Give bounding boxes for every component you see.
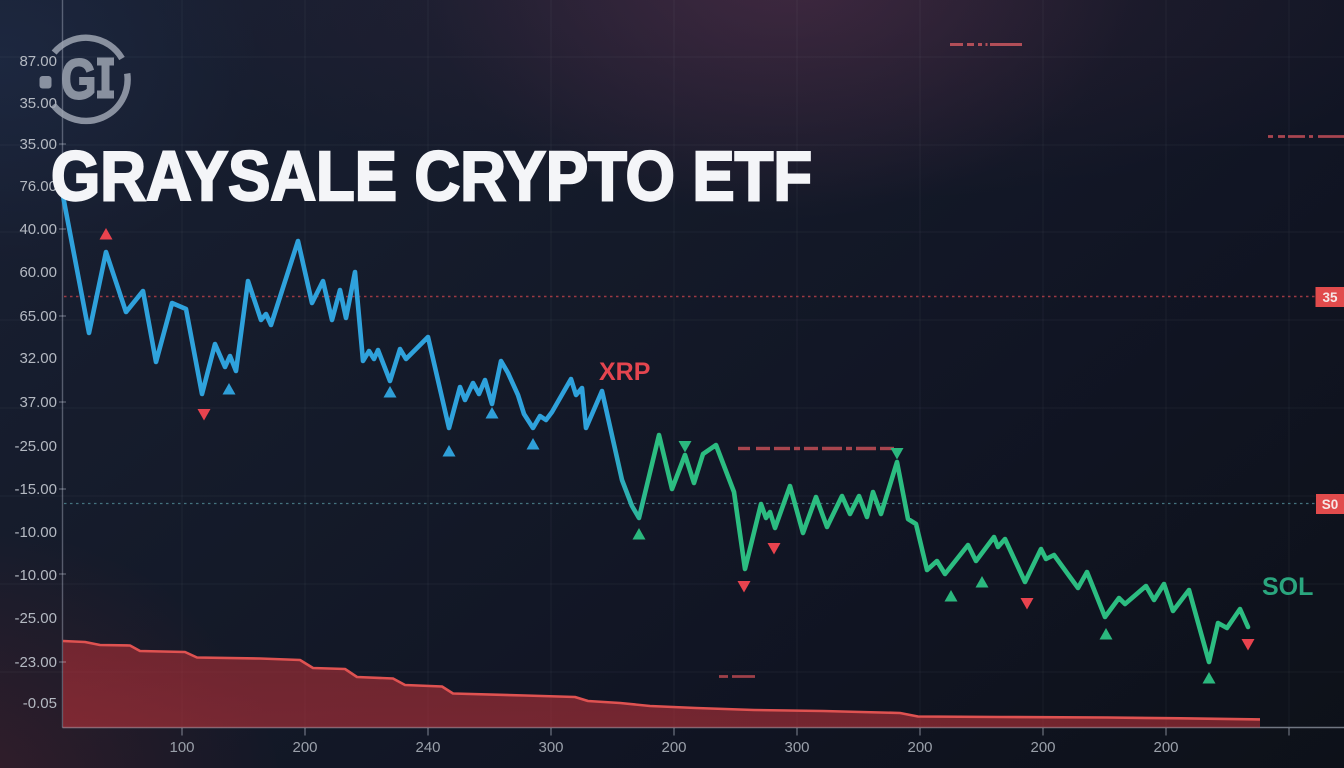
svg-text:S0: S0 [1322,497,1339,512]
svg-text:-10.00: -10.00 [14,524,57,541]
svg-text:G: G [61,47,96,111]
svg-text:-23.00: -23.00 [14,654,57,671]
svg-text:-25.00: -25.00 [14,438,57,455]
svg-text:35.00: 35.00 [19,136,57,153]
svg-text:200: 200 [292,739,317,756]
svg-text:35.00: 35.00 [19,95,57,112]
svg-text:76.00: 76.00 [19,178,57,195]
svg-text:200: 200 [1030,739,1055,756]
svg-text:60.00: 60.00 [19,264,57,281]
svg-text:-25.00: -25.00 [14,610,57,627]
svg-text:200: 200 [661,739,686,756]
svg-text:200: 200 [907,739,932,756]
svg-text:XRP: XRP [599,358,650,386]
svg-text:200: 200 [1153,739,1178,756]
svg-text:300: 300 [784,739,809,756]
svg-text:35: 35 [1322,290,1338,305]
svg-text:GRAYSALE CRYPTO ETF: GRAYSALE CRYPTO ETF [51,137,812,215]
svg-text:40.00: 40.00 [19,221,57,238]
svg-text:240: 240 [415,739,440,756]
svg-text:37.00: 37.00 [19,394,57,411]
svg-text:65.00: 65.00 [19,308,57,325]
svg-text:-0.05: -0.05 [23,695,57,712]
svg-text:SOL: SOL [1262,573,1313,601]
svg-text:100: 100 [169,739,194,756]
svg-text:-15.00: -15.00 [14,481,57,498]
svg-text:300: 300 [538,739,563,756]
svg-text:87.00: 87.00 [19,53,57,70]
svg-text:32.00: 32.00 [19,350,57,367]
svg-text:-10.00: -10.00 [14,567,57,584]
